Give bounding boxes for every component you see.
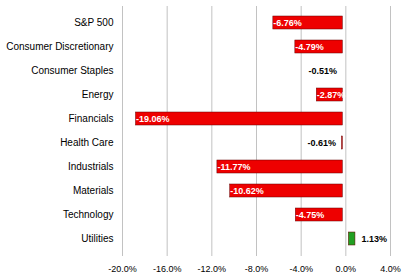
svg-text:-11.77%: -11.77%: [217, 162, 250, 172]
svg-text:Energy: Energy: [82, 89, 114, 100]
svg-text:Financials: Financials: [68, 113, 113, 124]
svg-text:-16.0%: -16.0%: [153, 264, 182, 274]
svg-text:Health Care: Health Care: [60, 137, 114, 148]
svg-text:-4.0%: -4.0%: [289, 264, 313, 274]
svg-text:-20.0%: -20.0%: [108, 264, 137, 274]
svg-text:Materials: Materials: [73, 185, 114, 196]
svg-text:4.0%: 4.0%: [380, 264, 401, 274]
svg-text:Utilities: Utilities: [81, 233, 113, 244]
svg-text:-10.62%: -10.62%: [230, 186, 264, 196]
svg-text:Consumer Staples: Consumer Staples: [31, 65, 113, 76]
svg-text:-6.76%: -6.76%: [273, 18, 302, 28]
svg-text:Industrials: Industrials: [68, 161, 114, 172]
svg-text:-0.61%: -0.61%: [307, 138, 336, 148]
svg-text:-4.75%: -4.75%: [296, 210, 325, 220]
svg-text:S&P 500: S&P 500: [74, 17, 114, 28]
svg-text:Consumer Discretionary: Consumer Discretionary: [6, 41, 113, 52]
svg-text:0.0%: 0.0%: [336, 264, 357, 274]
svg-text:-8.0%: -8.0%: [245, 264, 269, 274]
svg-text:1.13%: 1.13%: [361, 234, 387, 244]
svg-text:-2.87%: -2.87%: [317, 90, 346, 100]
svg-text:-0.51%: -0.51%: [309, 66, 338, 76]
svg-text:-19.06%: -19.06%: [136, 114, 170, 124]
svg-text:-12.0%: -12.0%: [198, 264, 227, 274]
svg-text:Technology: Technology: [63, 209, 114, 220]
svg-text:-4.79%: -4.79%: [295, 42, 324, 52]
